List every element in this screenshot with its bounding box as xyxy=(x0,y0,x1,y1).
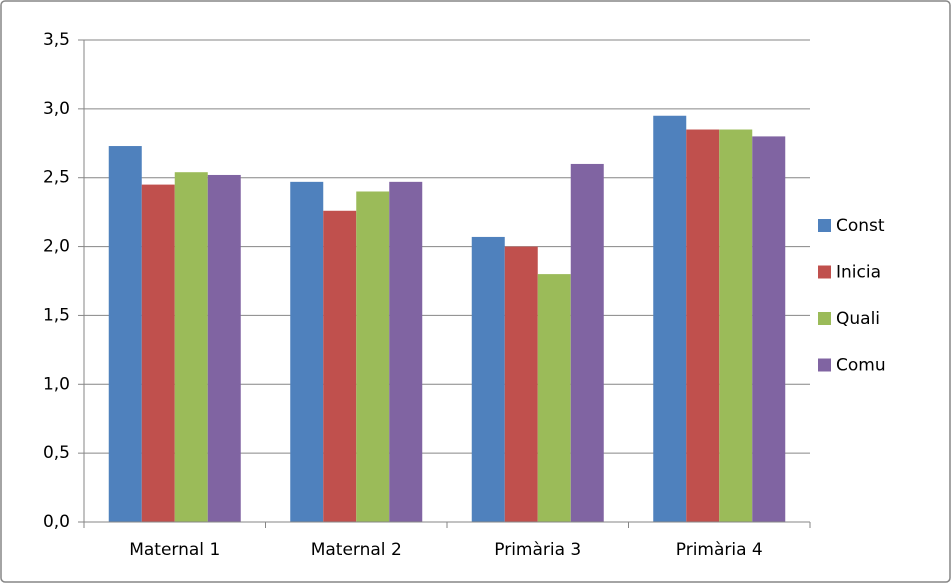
bar xyxy=(504,246,538,523)
y-tick-label: 2,0 xyxy=(43,237,70,257)
legend-label: Inicia xyxy=(836,263,881,283)
bar xyxy=(752,136,786,522)
legend-marker xyxy=(818,219,831,232)
legend-label: Quali xyxy=(836,309,880,329)
legend-marker xyxy=(818,358,831,372)
legend-marker xyxy=(818,265,831,279)
bar xyxy=(719,129,753,522)
bar xyxy=(108,146,142,523)
bar xyxy=(570,163,604,522)
legend-label: Comu xyxy=(836,356,886,376)
bar xyxy=(356,191,390,522)
bar xyxy=(290,181,324,523)
y-tick-label: 3,5 xyxy=(43,30,70,50)
bar xyxy=(471,236,505,522)
y-tick-label: 3,0 xyxy=(43,99,70,119)
y-tick-label: 2,5 xyxy=(43,168,70,188)
bar xyxy=(174,172,208,522)
x-tick-label: Primària 3 xyxy=(494,540,581,560)
bar xyxy=(207,174,241,522)
x-tick-label: Maternal 1 xyxy=(129,540,220,560)
bar xyxy=(389,181,423,523)
bar xyxy=(537,274,571,522)
x-tick-label: Maternal 2 xyxy=(311,540,402,560)
x-tick-label: Primària 4 xyxy=(676,540,763,560)
y-tick-label: 1,0 xyxy=(43,374,70,394)
bar xyxy=(141,184,175,522)
bar xyxy=(323,210,357,522)
y-tick-label: 0,0 xyxy=(43,512,70,532)
y-tick-label: 0,5 xyxy=(43,443,70,463)
bar xyxy=(653,115,687,522)
legend-label: Const xyxy=(836,216,885,236)
bar xyxy=(686,129,720,522)
y-tick-label: 1,5 xyxy=(43,305,70,325)
legend-marker xyxy=(818,312,831,325)
